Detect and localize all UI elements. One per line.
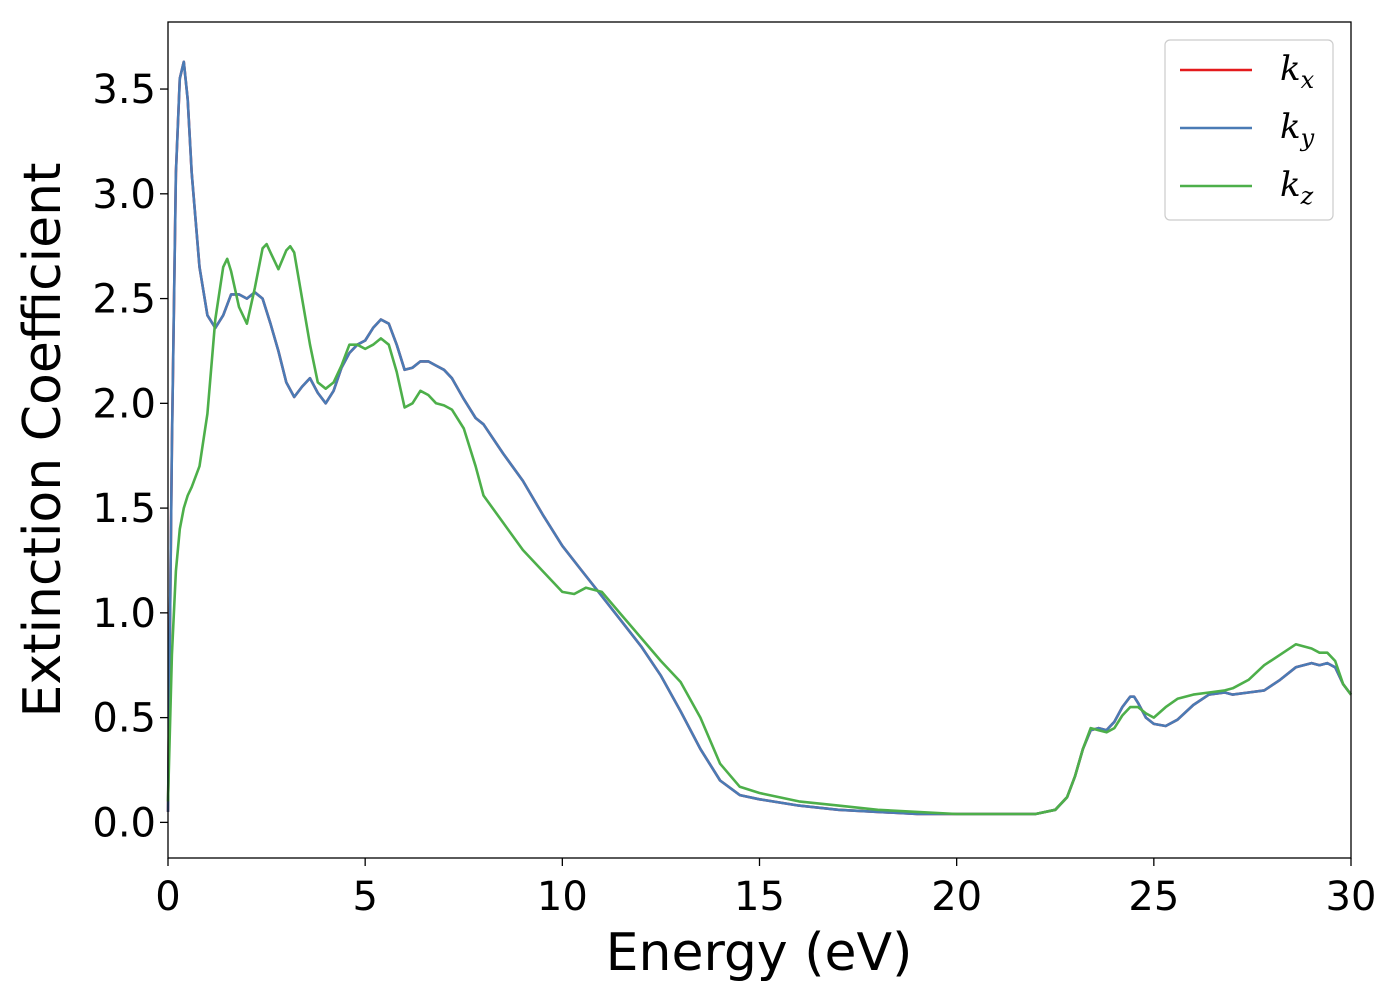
x-axis-label: Energy (eV): [606, 923, 913, 983]
series-lines: [166, 60, 1353, 816]
x-tick-label: 10: [537, 874, 588, 920]
x-tick-label: 5: [352, 874, 377, 920]
series-line-y: [166, 60, 1353, 816]
x-tick-label: 25: [1128, 874, 1179, 920]
y-tick-label: 1.5: [92, 486, 156, 532]
y-tick-label: 3.5: [92, 67, 156, 113]
x-tick-label: 0: [155, 874, 180, 920]
y-tick-label: 3.0: [92, 172, 156, 218]
legend-label-z: kz: [1280, 165, 1314, 210]
x-tick-label: 15: [734, 874, 785, 920]
series-line-z: [166, 242, 1353, 816]
x-tick-label: 30: [1326, 874, 1377, 920]
y-tick-label: 0.5: [92, 696, 156, 742]
y-axis-label: Extinction Coefficient: [13, 163, 73, 718]
y-tick-label: 1.0: [92, 591, 156, 637]
legend-box: [1164, 39, 1334, 221]
x-tick-label: 20: [931, 874, 982, 920]
legend-label-x: kx: [1280, 49, 1315, 94]
legend-label-y: ky: [1280, 107, 1315, 152]
y-tick-label: 2.5: [92, 277, 156, 323]
y-tick-label: 2.0: [92, 381, 156, 427]
legend: kx ky kz: [1164, 39, 1334, 221]
x-axis-ticks: 0 5 10 15 20 25 30: [155, 858, 1376, 920]
y-tick-label: 0.0: [92, 800, 156, 846]
y-axis-ticks: 0.0 0.5 1.0 1.5 2.0 2.5 3.0 3.5: [92, 67, 168, 846]
